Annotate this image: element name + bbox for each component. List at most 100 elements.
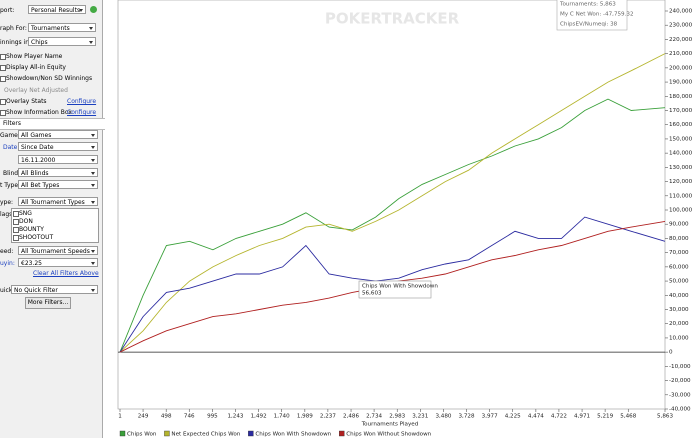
checkbox[interactable]: Show Player Name [0, 53, 62, 60]
label: ype: [0, 199, 14, 206]
label: port: [0, 7, 15, 14]
info-line: Tournaments: 5,863 [559, 2, 616, 8]
checkbox[interactable]: DON [13, 218, 33, 225]
x-tick-label: 1,740 [274, 414, 290, 420]
date-select[interactable]: Since Date [18, 142, 98, 151]
info-line: ChipsEV/Numeqi: 38 [560, 22, 618, 28]
checkbox[interactable]: Show Information Box [0, 109, 72, 116]
checkbox[interactable]: SHOOTOUT [13, 234, 53, 241]
y-tick-label: 90,000 [669, 222, 689, 228]
legend-label: Chips Won [127, 432, 157, 438]
y-tick-label: 160,000 [669, 122, 693, 128]
tooltip-value: 56,603 [362, 291, 382, 297]
y-tick-label: -40,000 [669, 407, 691, 413]
watermark: POKERTRACKER [325, 10, 460, 28]
label: raph For: [0, 25, 27, 32]
y-tick-label: 20,000 [669, 321, 689, 327]
x-tick-label: 2,237 [320, 414, 336, 420]
report-select[interactable]: Personal Results [28, 5, 86, 14]
x-tick-label: 4,971 [574, 414, 590, 420]
label: innings in: [0, 39, 32, 46]
info-box [556, 0, 628, 31]
x-tick-label: 3,231 [412, 414, 428, 420]
game-select[interactable]: All Games [18, 130, 98, 139]
plot-frame [117, 0, 666, 410]
y-tick-label: -30,000 [669, 392, 691, 398]
y-tick-label: 30,000 [669, 307, 689, 313]
y-tick-label: 170,000 [669, 108, 693, 114]
y-tick-label: 110,000 [669, 193, 693, 199]
x-tick-label: 2,983 [389, 414, 405, 420]
more-filters-button[interactable]: More Filters... [25, 297, 71, 309]
y-tick-label: 150,000 [669, 136, 693, 142]
blind-select[interactable]: All Blinds [18, 168, 98, 177]
label: Blind: [3, 170, 21, 177]
quick-select[interactable]: No Quick Filter [11, 285, 98, 294]
y-tick-label: 0 [669, 350, 673, 356]
y-tick-label: 130,000 [669, 165, 693, 171]
clear-link[interactable]: Clear All Filters Above [33, 270, 99, 277]
x-tick-label: 4,722 [551, 414, 567, 420]
checkbox[interactable]: Overlay Stats [0, 98, 47, 105]
y-tick-label: -10,000 [669, 364, 691, 370]
configure-link[interactable]: Configure [67, 109, 97, 116]
label: t Type: [0, 182, 21, 189]
buyin-select[interactable]: €23.25 [18, 258, 98, 267]
x-tick-label: 249 [138, 414, 149, 420]
y-tick-label: 60,000 [669, 264, 689, 270]
type-select[interactable]: All Tournament Types [18, 197, 98, 206]
checkbox[interactable]: Showdown/Non SD Winnings [0, 75, 92, 82]
legend-swatch [119, 430, 126, 437]
x-tick-label: 4,474 [528, 414, 544, 420]
series-line [119, 98, 666, 353]
graph-for-select[interactable]: Tournaments [28, 23, 96, 32]
y-tick-label: 40,000 [669, 293, 689, 299]
x-tick-label: 1,989 [297, 414, 313, 420]
info-line: My C Net Won: -47,759.32 [560, 12, 634, 18]
checkbox[interactable]: SNG [13, 210, 32, 217]
checkbox[interactable]: BOUNTY [13, 226, 44, 233]
y-tick-label: 180,000 [669, 94, 693, 100]
date-input[interactable]: 16.11.2000 [18, 155, 98, 164]
y-tick-label: 140,000 [669, 151, 693, 157]
flags-list [11, 208, 99, 243]
y-tick-label: 190,000 [669, 80, 693, 86]
x-tick-label: 1,243 [227, 414, 243, 420]
y-tick-label: 230,000 [669, 23, 693, 29]
y-tick-label: 50,000 [669, 279, 689, 285]
x-tick-label: 4,225 [505, 414, 521, 420]
x-tick-label: 995 [207, 414, 218, 420]
winnings-select[interactable]: Chips [28, 37, 96, 46]
y-tick-label: 210,000 [669, 51, 693, 57]
series-line [119, 53, 666, 353]
label: uick: [0, 287, 15, 294]
x-axis-label: Tournaments Played [361, 422, 419, 428]
checkbox-disabled: Overlay Net Adjusted [4, 87, 68, 94]
bet-select[interactable]: All Bet Types [18, 180, 98, 189]
tooltip [358, 280, 432, 299]
legend-label: Chips Won With Showdown [255, 432, 331, 438]
x-tick-label: 498 [161, 414, 172, 420]
x-tick-label: 746 [184, 414, 195, 420]
y-tick-label: 120,000 [669, 179, 693, 185]
y-tick-label: 100,000 [669, 208, 693, 214]
x-tick-label: 1 [118, 414, 122, 420]
y-tick-label: 240,000 [669, 9, 693, 15]
x-tick-label: 2,734 [366, 414, 382, 420]
label: lags: [0, 211, 15, 218]
y-tick-label: 70,000 [669, 250, 689, 256]
label: uyin: [0, 260, 15, 267]
x-tick-label: 3,480 [435, 414, 451, 420]
checkbox[interactable]: Display All-in Equity [0, 64, 66, 71]
x-tick-label: 5,863 [657, 414, 673, 420]
y-tick-label: -20,000 [669, 378, 691, 384]
x-tick-label: 2,486 [343, 414, 359, 420]
go-icon[interactable] [90, 6, 97, 13]
legend-label: Chips Won Without Showdown [346, 432, 431, 438]
speed-select[interactable]: All Tournament Speeds [18, 246, 98, 255]
configure-link[interactable]: Configure [67, 98, 97, 105]
x-tick-label: 5,468 [620, 414, 636, 420]
label: Game: [0, 132, 20, 139]
tooltip-name: Chips Won With Showdown [362, 284, 438, 290]
